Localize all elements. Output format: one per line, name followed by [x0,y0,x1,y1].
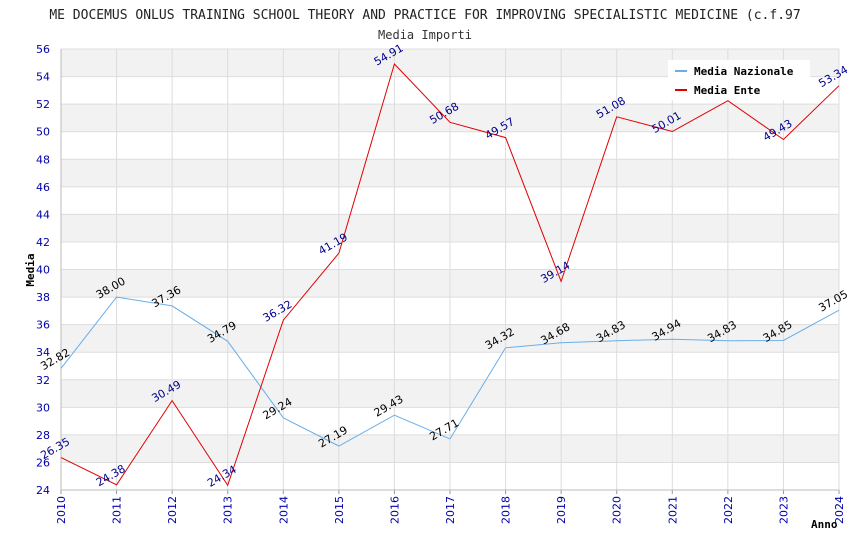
y-tick-label: 32 [36,374,50,387]
x-tick-label: 2024 [833,496,846,524]
y-tick-label: 48 [36,153,50,166]
x-tick-label: 2011 [111,496,124,524]
series-lines [60,63,840,487]
y-tick-label: 42 [36,236,50,249]
legend-entry: Media Ente [694,84,761,97]
x-tick-label: 2014 [277,496,290,524]
data-label: 24.34 [205,463,239,490]
x-tick-label: 2021 [666,496,679,524]
y-tick-label: 38 [36,291,50,304]
y-tick-label: 50 [36,126,50,139]
x-tick-label: 2020 [611,496,624,524]
y-tick-label: 44 [36,208,50,221]
x-tick-label: 2013 [222,496,235,524]
x-tick-label: 2022 [722,496,735,524]
y-tick-label: 52 [36,98,50,111]
y-axis-label: Media [24,253,37,286]
x-tick-label: 2010 [55,496,68,524]
y-tick-label: 34 [36,346,50,359]
series-line-media-ente [60,63,840,487]
y-tick-label: 26 [36,456,50,469]
series-line-media-nazionale [60,296,840,447]
chart-title: ME DOCEMUS ONLUS TRAINING SCHOOL THEORY … [49,8,800,23]
x-tick-label: 2017 [444,496,457,524]
x-tick-label: 2023 [777,496,790,524]
legend-entry: Media Nazionale [694,65,794,78]
y-tick-label: 24 [36,484,50,497]
y-tick-label: 28 [36,429,50,442]
x-tick-label: 2015 [333,496,346,524]
y-tick-label: 54 [36,71,50,84]
y-tick-label: 36 [36,319,50,332]
y-tick-label: 46 [36,181,50,194]
data-label: 36.32 [261,298,295,325]
x-tick-label: 2012 [166,496,179,524]
legend: Media Nazionale Media Ente [668,60,810,100]
y-tick-label: 30 [36,401,50,414]
data-label: 24.38 [94,462,128,489]
x-axis-label: Anno [811,518,838,531]
legend-box [668,60,810,100]
x-tick-label: 2019 [555,496,568,524]
x-tick-label: 2018 [500,496,513,524]
axes: 24 26 28 30 32 34 36 38 40 42 44 46 48 50 52 54 56 2010 20… [36,43,846,524]
x-tick-label: 2016 [388,496,401,524]
y-tick-label: 40 [36,264,50,277]
chart-subtitle: Media Importi [378,28,472,42]
y-tick-label: 56 [36,43,50,56]
